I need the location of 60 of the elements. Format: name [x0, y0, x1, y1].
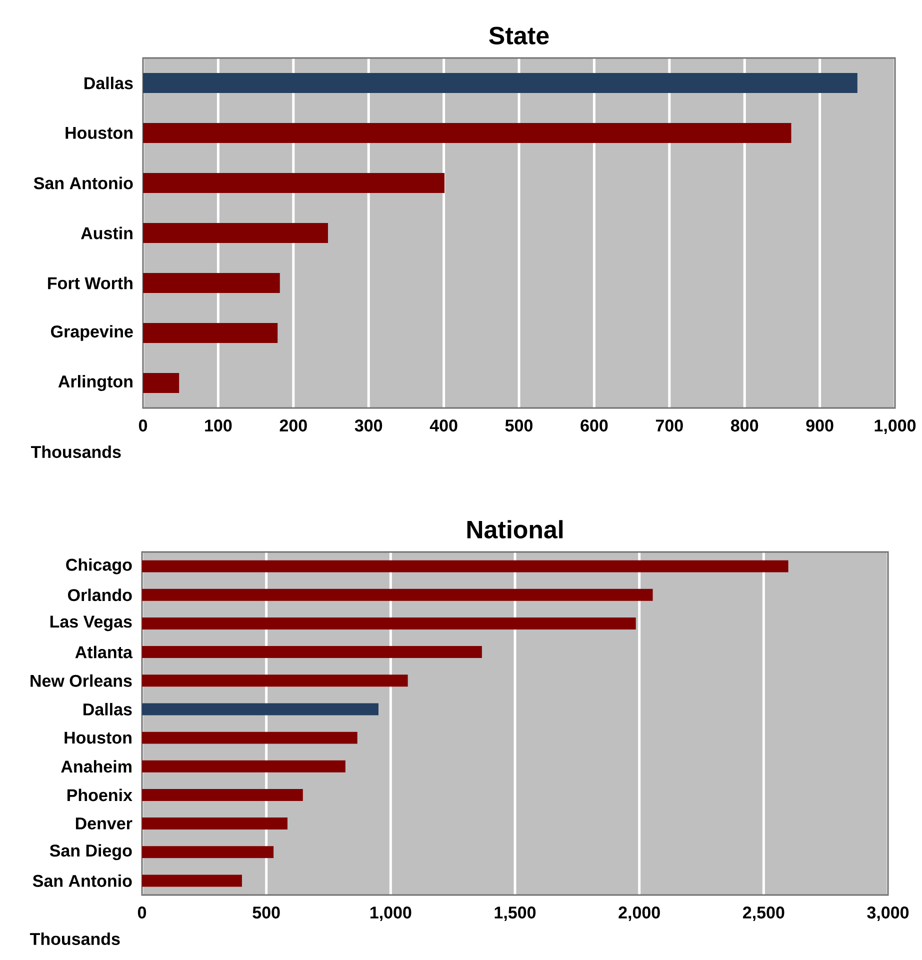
x-tick-label: 800	[730, 420, 758, 432]
y-tick-label: Orlando	[68, 588, 132, 602]
y-tick-label: Chicago	[66, 558, 132, 574]
x-tick-label: 1,000	[370, 906, 412, 922]
x-tick-label: 3,000	[867, 906, 909, 922]
x-tick-label: 900	[806, 420, 834, 432]
chart-title: National	[467, 520, 563, 538]
bar	[143, 72, 858, 93]
x-tick-label: 2,000	[618, 906, 660, 922]
bar	[143, 372, 180, 393]
bar	[143, 122, 792, 143]
y-tick-label: San Antonio	[34, 176, 133, 190]
x-tick-label: 2,500	[742, 906, 784, 922]
y-tick-label: Denver	[76, 818, 132, 830]
x-tick-label: 0	[138, 906, 146, 919]
y-tick-label: Atlanta	[75, 646, 133, 658]
y-tick-label: Houston	[66, 127, 132, 139]
y-tick-label: New Orleans	[30, 674, 132, 687]
y-tick-label: Anaheim	[61, 760, 132, 773]
x-tick-label: 300	[354, 420, 382, 432]
x-tick-label: 100	[205, 420, 232, 432]
bar	[142, 760, 346, 772]
x-tick-label: 0	[138, 420, 148, 432]
x-tick-label: 600	[580, 420, 608, 432]
x-tick-label: 400	[430, 420, 458, 432]
y-tick-label: Austin	[81, 226, 132, 240]
y-tick-label: Grapevine	[51, 325, 133, 341]
bar	[142, 646, 482, 658]
chart-title: State	[489, 26, 549, 44]
bar	[143, 323, 278, 343]
bar	[142, 674, 408, 687]
bar	[142, 588, 653, 601]
x-axis-title: Thousands	[30, 446, 121, 458]
bar	[143, 222, 328, 243]
bar	[143, 172, 445, 193]
bar	[142, 846, 274, 858]
bar	[142, 560, 788, 572]
y-tick-label: Dallas	[84, 702, 132, 716]
x-axis-title: Thousands	[30, 932, 120, 946]
y-tick-label: Fort Worth	[48, 276, 132, 290]
bar	[142, 732, 358, 744]
bar	[143, 272, 280, 293]
x-tick-label: 500	[505, 420, 532, 432]
bar	[142, 617, 636, 630]
bar	[142, 703, 378, 716]
y-tick-label: San Antonio	[32, 874, 132, 887]
y-tick-label: Las Vegas	[50, 616, 132, 632]
x-tick-label: 700	[656, 420, 683, 432]
y-tick-label: Dallas	[84, 76, 133, 90]
y-tick-label: Houston	[64, 732, 132, 744]
x-tick-label: 1,000	[874, 420, 916, 434]
bar	[142, 874, 242, 887]
x-tick-label: 200	[280, 420, 307, 432]
y-tick-label: Arlington	[58, 375, 132, 391]
y-tick-label: Phoenix	[67, 788, 132, 802]
x-tick-label: 500	[252, 906, 280, 919]
y-tick-label: San Diego	[50, 844, 132, 860]
bar	[142, 788, 303, 801]
bar	[142, 818, 288, 830]
x-tick-label: 1,500	[494, 906, 536, 922]
